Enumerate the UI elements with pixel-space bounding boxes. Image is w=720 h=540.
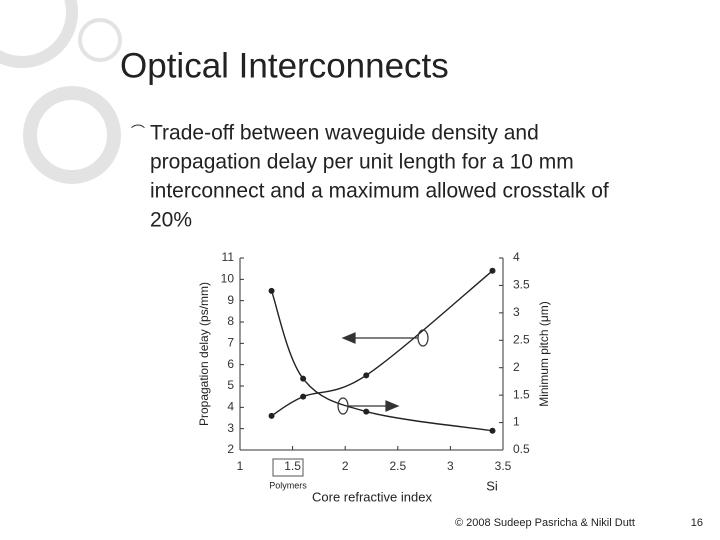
x-tick-label: 3.5 [495, 459, 512, 473]
bullet-icon: ⌒ [131, 124, 145, 140]
data-point [489, 427, 496, 434]
y2-tick-label: 2.5 [513, 332, 530, 346]
x-tick-label: 3 [447, 459, 454, 473]
y-tick-label: 10 [221, 272, 235, 286]
data-point [363, 408, 370, 415]
data-point [268, 412, 275, 419]
y2-tick-label: 2 [513, 360, 520, 374]
x-tick-label: 2.5 [389, 459, 406, 473]
data-point [268, 287, 275, 294]
x-tick-label: 1 [237, 459, 244, 473]
y2-tick-label: 4 [513, 250, 520, 264]
y-tick-label: 11 [222, 250, 235, 264]
y2-tick-label: 0.5 [513, 442, 530, 456]
chart-bg [198, 233, 558, 508]
data-point [363, 372, 370, 379]
x-axis-label: Core refractive index [312, 489, 432, 504]
data-point [300, 393, 307, 400]
y2-tick-label: 3.5 [513, 278, 530, 292]
slide-title: Optical Interconnects [120, 46, 449, 85]
y2-tick-label: 3 [513, 305, 520, 319]
series-line [271, 270, 493, 417]
annotation: Polymers [269, 480, 307, 490]
y-tick-label: 8 [227, 314, 234, 328]
data-point [489, 267, 496, 274]
footer: © 2008 Sudeep Pasricha & Nikil Dutt [455, 517, 635, 529]
y-tick-label: 6 [227, 357, 234, 371]
bullet-line: Trade-off between waveguide density and [150, 122, 539, 145]
bullet-line: interconnect and a maximum allowed cross… [150, 180, 609, 203]
x-tick-label: 2 [342, 459, 349, 473]
bullet-line: propagation delay per unit length for a … [150, 151, 574, 174]
chart: 2 3 4 5 6 7 8 9 10 11 0.5 1 1.5 2 2.5 3 3.5 4 1 1.5 2 2.5 3 3.5 [221, 250, 530, 473]
y2-tick-label: 1.5 [513, 387, 530, 401]
tick-box [272, 458, 304, 477]
page-number: 16 [691, 517, 703, 529]
y-tick-label: 9 [227, 293, 234, 307]
y-tick-label: 2 [227, 442, 234, 456]
x-tick-label: 1.5 [284, 459, 301, 473]
y-tick-label: 4 [227, 400, 234, 414]
data-point [300, 375, 307, 382]
y-tick-label: 5 [227, 378, 234, 392]
annotation-marks [337, 329, 429, 415]
y-tick-label: 3 [227, 421, 234, 435]
y2-axis-label: Minimum pitch (μm) [537, 301, 551, 407]
decoration [0, 0, 122, 184]
y2-tick-label: 1 [513, 415, 520, 429]
bullet-line: 20% [150, 209, 192, 232]
annotation: Si [486, 478, 498, 493]
series-line [270, 290, 493, 432]
y-tick-label: 7 [227, 336, 234, 350]
y-axis-label: Propagation delay (ps/mm) [197, 282, 211, 426]
